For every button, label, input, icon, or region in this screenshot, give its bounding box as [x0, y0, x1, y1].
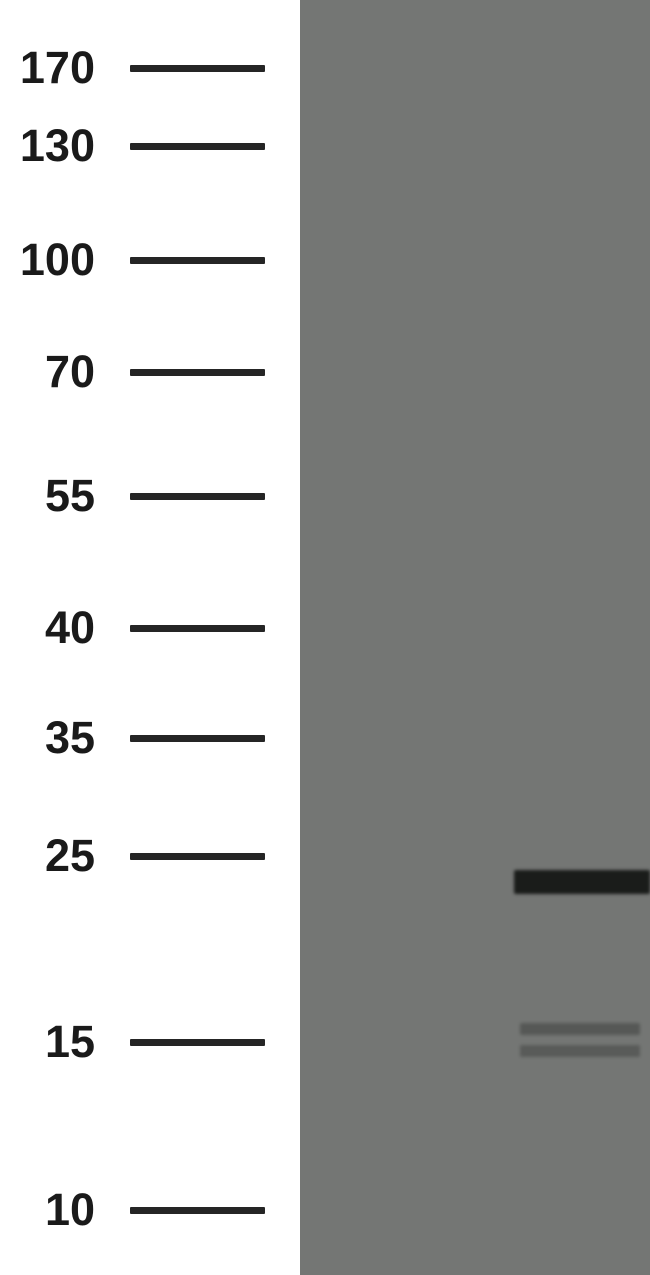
marker-label: 15 [0, 1016, 115, 1068]
marker-tick [130, 493, 265, 500]
marker-tick [130, 1039, 265, 1046]
marker-tick [130, 65, 265, 72]
marker-label: 130 [0, 120, 115, 172]
marker-row: 100 [0, 235, 300, 285]
marker-label: 10 [0, 1184, 115, 1236]
marker-label: 25 [0, 830, 115, 882]
blot-band [514, 870, 650, 894]
marker-row: 10 [0, 1185, 300, 1235]
marker-row: 130 [0, 121, 300, 171]
blot-band [520, 1045, 640, 1057]
molecular-weight-ladder: 170 130 100 70 55 40 35 25 15 10 [0, 0, 300, 1275]
marker-row: 70 [0, 347, 300, 397]
marker-row: 25 [0, 831, 300, 881]
marker-row: 170 [0, 43, 300, 93]
marker-label: 100 [0, 234, 115, 286]
marker-label: 35 [0, 712, 115, 764]
western-blot-figure: 170 130 100 70 55 40 35 25 15 10 [0, 0, 650, 1275]
marker-tick [130, 1207, 265, 1214]
marker-tick [130, 625, 265, 632]
marker-tick [130, 143, 265, 150]
marker-tick [130, 369, 265, 376]
marker-tick [130, 735, 265, 742]
marker-label: 55 [0, 470, 115, 522]
marker-row: 55 [0, 471, 300, 521]
marker-row: 35 [0, 713, 300, 763]
marker-label: 70 [0, 346, 115, 398]
marker-row: 40 [0, 603, 300, 653]
marker-label: 40 [0, 602, 115, 654]
blot-band [520, 1023, 640, 1035]
marker-tick [130, 257, 265, 264]
marker-label: 170 [0, 42, 115, 94]
marker-tick [130, 853, 265, 860]
marker-row: 15 [0, 1017, 300, 1067]
blot-membrane [300, 0, 650, 1275]
